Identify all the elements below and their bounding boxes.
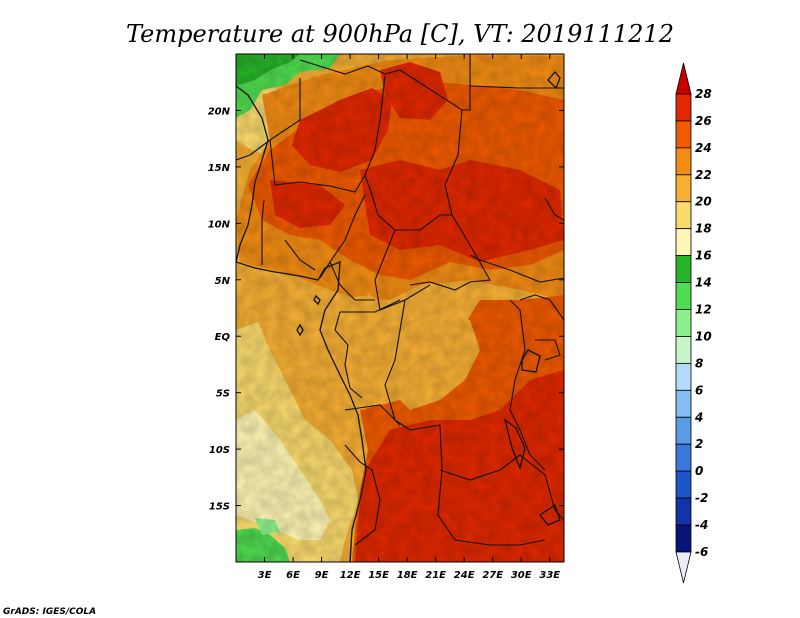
y-tick-label: 15S	[209, 502, 230, 513]
colorbar-label: 12	[695, 303, 712, 317]
colorbar-label: 8	[695, 356, 703, 370]
x-tick-label: 24E	[454, 570, 475, 581]
colorbar-segment	[675, 497, 692, 526]
x-tick-label: 6E	[286, 570, 300, 581]
y-axis: 20N 15N 10N 5N EQ 5S 10S 15S	[208, 106, 564, 513]
y-tick-label: 5N	[215, 276, 231, 287]
colorbar-segment	[675, 309, 692, 337]
colorbar-label: 16	[695, 249, 712, 263]
colorbar-segment	[675, 282, 692, 310]
colorbar-segment	[675, 201, 692, 230]
colorbar-label: 2	[695, 437, 703, 451]
x-tick-label: 12E	[340, 570, 361, 581]
colorbar-over-triangle	[675, 62, 692, 95]
x-tick-label: 33E	[539, 570, 560, 581]
colorbar-segment	[675, 228, 692, 257]
x-tick-label: 18E	[397, 570, 418, 581]
colorbar-label: 24	[695, 141, 712, 155]
colorbar-label: 4	[694, 410, 703, 424]
y-tick-label: 5S	[216, 389, 230, 400]
colorbar-label: 26	[695, 114, 712, 128]
country-borders	[236, 54, 564, 546]
grads-credit: GrADS: IGES/COLA	[3, 607, 96, 617]
colorbar-label: 20	[695, 195, 712, 209]
colorbar-segment	[675, 336, 692, 364]
colorbar-segment	[675, 120, 692, 149]
colorbar-label: 0	[695, 464, 703, 478]
colorbar-segment	[675, 524, 692, 553]
y-tick-label: 10N	[208, 219, 231, 230]
colorbar-under-triangle	[675, 551, 692, 584]
y-tick-label: 10S	[209, 445, 230, 456]
x-axis: 3E 6E 9E 12E 15E 18E 21E 24E 27E 30E 33E	[258, 54, 560, 581]
x-tick-label: 21E	[425, 570, 446, 581]
colorbar-label: 6	[695, 383, 703, 397]
colorbar-segment	[675, 362, 692, 391]
y-tick-label: 20N	[208, 106, 231, 117]
x-tick-label: 27E	[482, 570, 503, 581]
colorbar-segment	[675, 416, 692, 445]
colorbar-segment	[675, 174, 692, 203]
colorbar-segment	[675, 93, 692, 122]
colorbar-segment	[675, 443, 692, 472]
colorbar-segment	[675, 470, 692, 499]
field-texture	[236, 54, 564, 562]
x-tick-label: 15E	[368, 570, 389, 581]
colorbar-segment	[675, 389, 692, 418]
temperature-field	[236, 54, 564, 562]
colorbar-label: -6	[695, 545, 708, 559]
colorbar-label: 10	[695, 329, 712, 343]
colorbar-label: 28	[695, 87, 712, 101]
chart-title: Temperature at 900hPa [C], VT: 201911121…	[126, 20, 674, 48]
y-tick-label: 15N	[208, 163, 231, 174]
colorbar-label: -4	[695, 518, 708, 532]
colorbar-label: -2	[695, 491, 708, 505]
colorbar-label: 22	[695, 168, 712, 182]
colorbar-label: 18	[695, 222, 712, 236]
x-tick-label: 9E	[315, 570, 329, 581]
coastlines	[236, 70, 561, 562]
x-tick-label: 3E	[258, 570, 272, 581]
y-tick-label: EQ	[215, 332, 231, 343]
colorbar-segment	[675, 147, 692, 176]
x-tick-label: 30E	[511, 570, 532, 581]
colorbar-label: 14	[695, 276, 712, 290]
plot-frame	[235, 53, 565, 563]
colorbar-segment	[675, 255, 692, 283]
